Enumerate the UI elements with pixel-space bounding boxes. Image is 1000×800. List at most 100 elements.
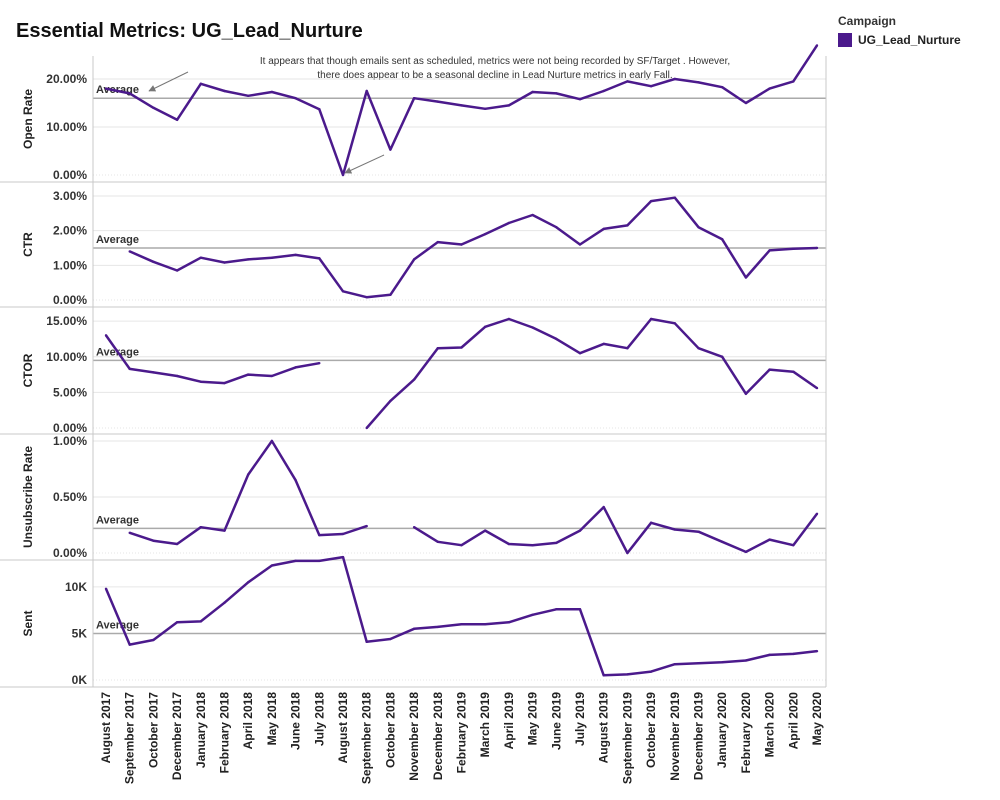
open-rate-data-point: [721, 85, 724, 89]
open-rate-data-point: [247, 94, 250, 98]
ctor-data-point: [128, 367, 131, 371]
ctor-data-point: [768, 368, 771, 371]
open-rate-data-point: [152, 106, 155, 110]
x-tick-label: October 2017: [146, 692, 160, 768]
legend-label: UG_Lead_Nurture: [858, 33, 961, 47]
annotation-arrow: [344, 154, 385, 174]
sent-data-point: [744, 659, 748, 662]
unsubscribe-rate-data-point: [128, 531, 131, 535]
ctr-data-point: [484, 232, 487, 236]
unsubscribe-rate-data-point: [341, 532, 345, 536]
ctr-data-point: [555, 225, 558, 229]
ctr-tick-label: 2.00%: [53, 224, 87, 238]
sent-data-point: [436, 625, 439, 629]
x-tick-label: February 2020: [739, 692, 753, 774]
unsubscribe-rate-data-point: [744, 550, 748, 554]
open-rate-data-point: [365, 89, 368, 93]
x-tick-label: June 2019: [549, 692, 563, 750]
ctr-data-point: [768, 249, 771, 252]
open-rate-series-line: [105, 44, 819, 177]
x-tick-label: April 2020: [786, 692, 800, 750]
ctor-data-point: [223, 381, 226, 385]
ctor-data-point: [555, 337, 558, 341]
ctr-data-point: [247, 258, 250, 261]
open-rate-data-point: [175, 118, 179, 122]
unsubscribe-rate-data-point: [673, 528, 676, 531]
ctor-data-point: [697, 347, 700, 350]
x-tick-label: June 2018: [289, 692, 303, 750]
ctr-data-point: [649, 199, 653, 203]
open-rate-tick-label: 20.00%: [46, 72, 87, 86]
ctr-tick-label: 0.00%: [53, 293, 87, 307]
open-rate-axis-title: Open Rate: [21, 89, 35, 149]
ctor-tick-label: 10.00%: [46, 350, 87, 364]
ctor-data-point: [602, 342, 605, 346]
ctor-data-point: [365, 426, 368, 430]
sent-data-point: [199, 620, 202, 623]
sent-data-point: [578, 608, 582, 611]
sent-data-point: [531, 613, 534, 617]
ctr-data-point: [294, 253, 297, 257]
ctr-data-point: [152, 260, 155, 264]
open-rate-data-point: [484, 107, 487, 110]
unsubscribe-rate-data-point: [626, 551, 629, 555]
unsubscribe-rate-axis-title: Unsubscribe Rate: [21, 446, 35, 548]
sent-data-point: [602, 674, 605, 677]
open-rate-data-point: [744, 101, 748, 105]
x-tick-label: October 2019: [644, 692, 658, 768]
x-tick-label: January 2020: [715, 692, 729, 768]
ctor-data-point: [744, 392, 748, 395]
open-rate-data-point: [792, 80, 795, 83]
x-tick-label: February 2019: [455, 692, 469, 774]
open-rate-data-point: [768, 87, 771, 90]
unsubscribe-rate-average-label: Average: [96, 514, 139, 526]
x-tick-label: September 2018: [360, 692, 374, 784]
unsubscribe-rate-data-point: [365, 524, 368, 528]
sent-data-point: [175, 621, 179, 624]
ctr-data-point: [199, 256, 202, 259]
ctor-tick-label: 5.00%: [53, 385, 87, 399]
unsubscribe-rate-data-point: [436, 540, 439, 543]
x-tick-label: May 2018: [265, 692, 279, 746]
ctr-data-point: [128, 250, 131, 253]
sent-data-point: [341, 555, 345, 559]
x-tick-label: November 2018: [407, 692, 421, 781]
x-tick-label: May 2020: [810, 692, 824, 746]
x-tick-label: December 2019: [692, 692, 706, 780]
sent-data-point: [389, 637, 392, 641]
open-rate-data-point: [531, 90, 534, 94]
sent-data-point: [270, 564, 274, 567]
ctr-data-point: [507, 221, 511, 225]
legend-title: Campaign: [838, 14, 897, 28]
open-rate-tick-label: 0.00%: [53, 168, 87, 182]
open-rate-data-point: [815, 44, 819, 47]
open-rate-data-point: [270, 90, 274, 94]
x-tick-label: February 2018: [218, 692, 232, 774]
unsubscribe-rate-data-point: [768, 538, 771, 541]
unsubscribe-rate-data-point: [318, 533, 321, 537]
open-rate-data-point: [673, 77, 676, 81]
ctr-data-point: [721, 238, 724, 241]
ctor-data-point: [294, 366, 297, 369]
open-rate-data-point: [104, 87, 108, 90]
open-rate-data-point: [223, 89, 226, 93]
unsubscribe-rate-tick-label: 1.00%: [53, 434, 87, 448]
annotation-arrow: [148, 71, 189, 92]
ctor-data-point: [531, 326, 534, 329]
sent-data-point: [792, 652, 795, 656]
unsubscribe-rate-data-point: [247, 473, 250, 476]
x-tick-label: July 2019: [573, 692, 587, 746]
open-rate-data-point: [649, 85, 653, 88]
sent-data-point: [223, 601, 226, 604]
legend-item-ug-lead-nurture[interactable]: UG_Lead_Nurture: [838, 33, 961, 47]
ctor-data-point: [412, 378, 416, 381]
x-tick-label: March 2020: [763, 692, 777, 758]
unsubscribe-rate-data-point: [792, 543, 795, 547]
sent-data-point: [412, 627, 416, 631]
sent-data-point: [649, 670, 653, 673]
ctor-axis-title: CTOR: [21, 353, 35, 387]
ctor-series-line: [365, 317, 818, 429]
unsubscribe-rate-data-point: [460, 543, 463, 547]
unsubscribe-rate-data-point: [815, 512, 819, 515]
unsubscribe-rate-data-point: [484, 529, 487, 532]
